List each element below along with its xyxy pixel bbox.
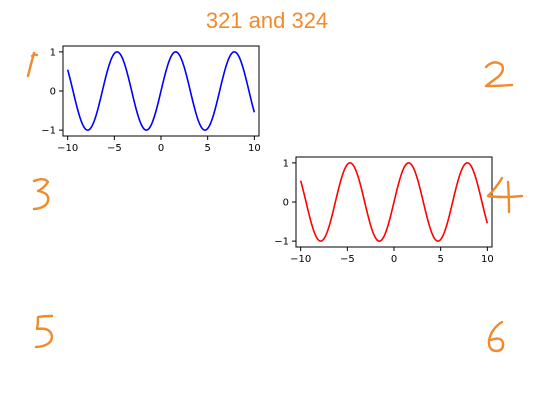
x-tick-label-321: −10 [57, 143, 78, 154]
handwritten-number-3 [32, 178, 50, 211]
y-tick-label-324: 0 [283, 198, 289, 209]
handwritten-number-5 [34, 314, 54, 349]
x-tick-label-321: 10 [248, 143, 261, 154]
subplot-321-chart: −10 −5 0 5 10−101 [41, 45, 261, 154]
y-tick-label-324: 1 [283, 158, 289, 169]
handwritten-number-6 [487, 320, 505, 353]
x-tick-label-324: 5 [437, 254, 443, 265]
sine-line-324 [299, 162, 489, 242]
x-tick-label-321: −5 [107, 143, 122, 154]
subplot-324-chart: −10 −5 0 5 10−101 [274, 156, 494, 265]
x-tick-label-321: 0 [158, 143, 164, 154]
y-tick-label-324: −1 [274, 237, 289, 248]
y-tick-label-321: 0 [50, 87, 56, 98]
y-tick-label-321: 1 [50, 47, 56, 58]
x-tick-label-324: −5 [340, 254, 355, 265]
sine-line-321 [66, 51, 256, 131]
figure-title: 321 and 324 [205, 8, 329, 33]
handwritten-number-4 [486, 176, 524, 214]
handwritten-number-2 [484, 61, 514, 88]
y-tick-label-321: −1 [41, 126, 56, 137]
x-tick-label-324: 0 [391, 254, 397, 265]
x-tick-label-324: −10 [290, 254, 311, 265]
x-tick-label-321: 5 [204, 143, 210, 154]
x-tick-label-324: 10 [481, 254, 494, 265]
handwritten-number-1 [26, 51, 39, 78]
